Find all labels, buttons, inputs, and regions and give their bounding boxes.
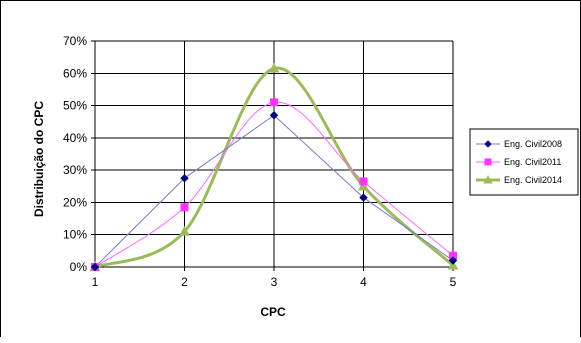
legend-label-3: Eng. Civil2014	[504, 175, 562, 185]
data-point-series-1	[90, 262, 100, 272]
x-tick-label: 2	[181, 275, 188, 289]
data-point-series-3	[268, 62, 280, 73]
y-tick-label: 60%	[63, 66, 87, 80]
y-tick-label: 20%	[63, 195, 87, 209]
legend-label-2: Eng. Civil2011	[504, 157, 561, 167]
data-point-series-3	[358, 180, 369, 191]
data-point-series-1	[269, 111, 279, 120]
data-point-series-2	[180, 203, 189, 212]
x-tick-label: 1	[92, 275, 99, 289]
legend-marker-2	[484, 158, 492, 166]
legend-items: Eng. Civil2008 Eng. Civil2011 Eng. Civil20…	[476, 139, 562, 185]
legend-marker-1	[484, 140, 492, 148]
x-tick-label: 5	[450, 275, 457, 289]
legend-label-1: Eng. Civil2008	[504, 139, 562, 149]
grid-layer	[91, 40, 454, 271]
x-axis-title: CPC	[260, 305, 286, 319]
y-tick-label: 30%	[63, 163, 87, 177]
data-point-series-1	[448, 256, 458, 265]
tick-layer: 0% 10% 20% 30% 40% 50% 60% 70% 1 2 3 4 5	[63, 34, 457, 289]
legend: Eng. Civil2008 Eng. Civil2011 Eng. Civil20…	[469, 128, 579, 196]
data-point-series-2	[359, 177, 368, 186]
y-tick-label: 40%	[63, 131, 87, 145]
x-tick-label: 4	[360, 275, 367, 289]
y-tick-label: 10%	[63, 228, 87, 242]
y-tick-label: 0%	[70, 260, 88, 274]
marker-layer	[89, 62, 459, 272]
data-point-series-3	[447, 259, 459, 270]
data-point-series-2	[270, 98, 278, 107]
y-tick-label: 70%	[63, 34, 87, 48]
y-axis-title: Distribuição do CPC	[32, 101, 46, 217]
y-tick-label: 50%	[63, 99, 87, 113]
x-tick-label: 3	[271, 275, 278, 289]
data-point-series-1	[180, 174, 189, 183]
data-point-series-1	[359, 193, 368, 202]
legend-marker-3	[483, 175, 493, 184]
data-point-series-3	[179, 225, 190, 236]
